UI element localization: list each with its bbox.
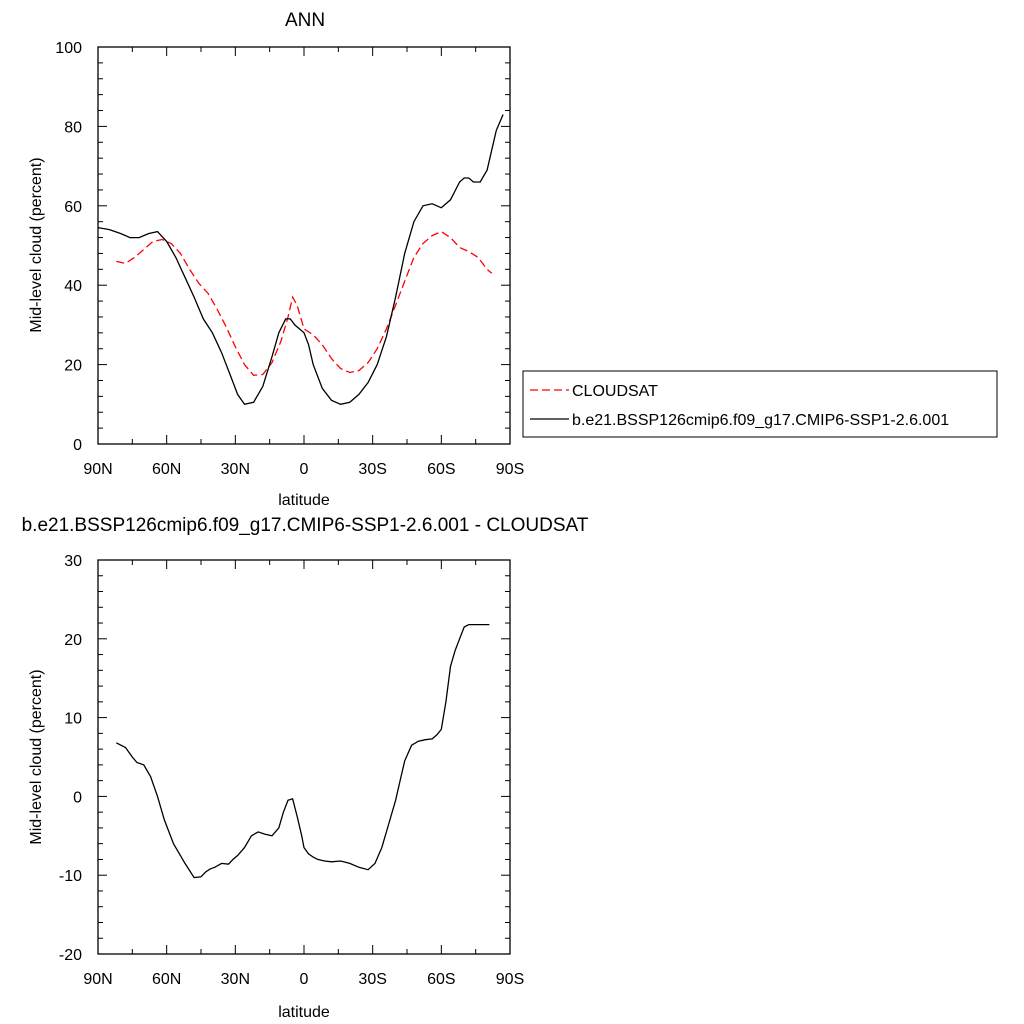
panel-bottom-plot-frame [97,559,511,955]
panel-top-series [97,114,504,406]
y-tick-label: 0 [73,789,82,806]
series-line-model [97,114,504,406]
panel-bottom-x-axis-label: latitude [278,1004,330,1021]
x-tick-label: 90N [83,461,112,478]
y-tick-label: 0 [73,437,82,454]
x-tick-label: 30S [358,461,386,478]
panel-top-y-tick-labels: 0 20 40 60 80 100 [55,40,82,454]
panel-top-x-axis-label: latitude [278,492,330,509]
y-tick-label: -10 [59,868,82,885]
x-tick-label: 30N [221,461,250,478]
panel-bottom-title: b.e21.BSSP126cmip6.f09_g17.CMIP6-SSP1-2.… [22,515,589,536]
panel-bottom-y-axis-label: Mid-level cloud (percent) [28,669,45,844]
panel-bottom-series [116,623,490,879]
y-tick-label: 20 [64,358,82,375]
legend: CLOUDSAT b.e21.BSSP126cmip6.f09_g17.CMIP… [522,370,998,438]
y-tick-label: 60 [64,199,82,216]
y-tick-label: 100 [55,40,82,57]
x-tick-label: 0 [300,971,309,988]
x-tick-label: 0 [300,461,309,478]
x-tick-label: 60N [152,971,181,988]
y-tick-label: -20 [59,947,82,964]
legend-label-cloudsat: CLOUDSAT [572,383,658,400]
series-line-difference [116,623,490,879]
y-tick-label: 80 [64,119,82,136]
y-tick-label: 40 [64,278,82,295]
legend-box [522,370,998,438]
x-tick-label: 90S [496,971,524,988]
panel-bottom: b.e21.BSSP126cmip6.f09_g17.CMIP6-SSP1-2.… [22,515,589,1021]
panel-bottom-y-tick-labels: -20 -10 0 10 20 30 [59,553,82,964]
x-tick-label: 90N [83,971,112,988]
y-tick-label: 10 [64,711,82,728]
series-line-cloudsat [116,230,493,376]
y-tick-label: 20 [64,632,82,649]
panel-top-x-tick-labels: 90N 60N 30N 0 30S 60S 90S [83,461,524,478]
x-tick-label: 60S [427,461,455,478]
panel-top: ANN 90N 60N 30N 0 30S 60S 90S 0 20 40 60 80 100 lat… [28,10,998,509]
legend-label-model: b.e21.BSSP126cmip6.f09_g17.CMIP6-SSP1-2.… [572,412,949,429]
y-tick-label: 30 [64,553,82,570]
panel-top-plot-frame [97,46,511,445]
panel-top-y-axis-label: Mid-level cloud (percent) [28,157,45,332]
x-tick-label: 60S [427,971,455,988]
x-tick-label: 90S [496,461,524,478]
panel-top-ticks [97,46,511,445]
x-tick-label: 30S [358,971,386,988]
panel-top-title: ANN [285,10,325,31]
x-tick-label: 30N [221,971,250,988]
panel-bottom-ticks [97,559,511,955]
x-tick-label: 60N [152,461,181,478]
panel-bottom-x-tick-labels: 90N 60N 30N 0 30S 60S 90S [83,971,524,988]
